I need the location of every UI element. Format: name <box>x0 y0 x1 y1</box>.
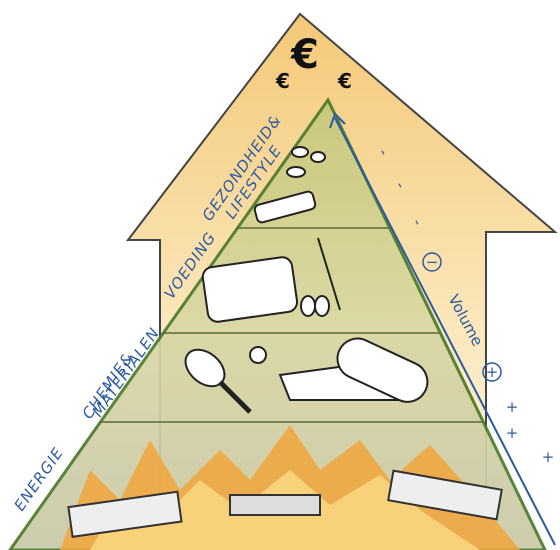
plus-sign: + <box>486 363 499 381</box>
plus-mark: + <box>542 448 555 466</box>
euro-symbol: € <box>275 69 290 93</box>
plus-mark: + <box>506 424 519 442</box>
plus-mark: + <box>506 398 519 416</box>
minus-sign: − <box>426 253 439 271</box>
euro-symbol: € <box>337 69 352 93</box>
euro-symbol: € <box>290 32 319 78</box>
diagram: € € € GEZONDHEID& LIFESTYLE VOEDING CHEM… <box>0 0 560 550</box>
